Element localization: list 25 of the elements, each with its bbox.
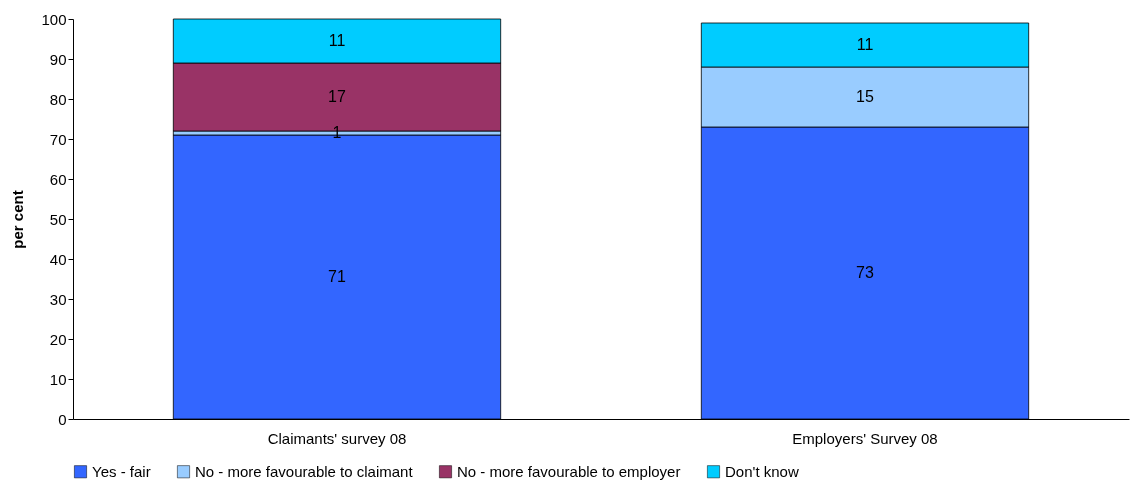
x-tick-label: Claimants' survey 08 <box>267 429 407 447</box>
y-tick-label: 90 <box>49 50 67 68</box>
y-tick-label: 50 <box>49 210 67 228</box>
legend-label: No - more favourable to employer <box>457 462 681 480</box>
y-tick-label: 40 <box>49 250 67 268</box>
data-label: 11 <box>328 32 346 49</box>
y-tick-label: 20 <box>49 330 67 348</box>
data-label: 73 <box>856 264 874 281</box>
y-tick-label: 80 <box>49 90 67 108</box>
data-label: 71 <box>328 268 346 285</box>
y-tick-label: 60 <box>49 170 67 188</box>
legend-label: Yes - fair <box>92 462 151 480</box>
y-tick-label: 0 <box>58 410 67 428</box>
data-label: 1 <box>332 124 342 141</box>
data-label: 11 <box>856 36 874 53</box>
data-label: 15 <box>856 88 874 105</box>
y-tick-label: 30 <box>49 290 67 308</box>
legend-label: Don't know <box>725 462 799 480</box>
x-tick-label: Employers' Survey 08 <box>792 429 938 447</box>
y-axis-title: per cent <box>9 190 27 249</box>
y-tick-label: 70 <box>49 130 67 148</box>
data-label: 17 <box>328 88 346 105</box>
y-tick-label: 100 <box>41 10 67 28</box>
legend-label: No - more favourable to claimant <box>195 462 414 480</box>
y-tick-label: 10 <box>49 370 67 388</box>
